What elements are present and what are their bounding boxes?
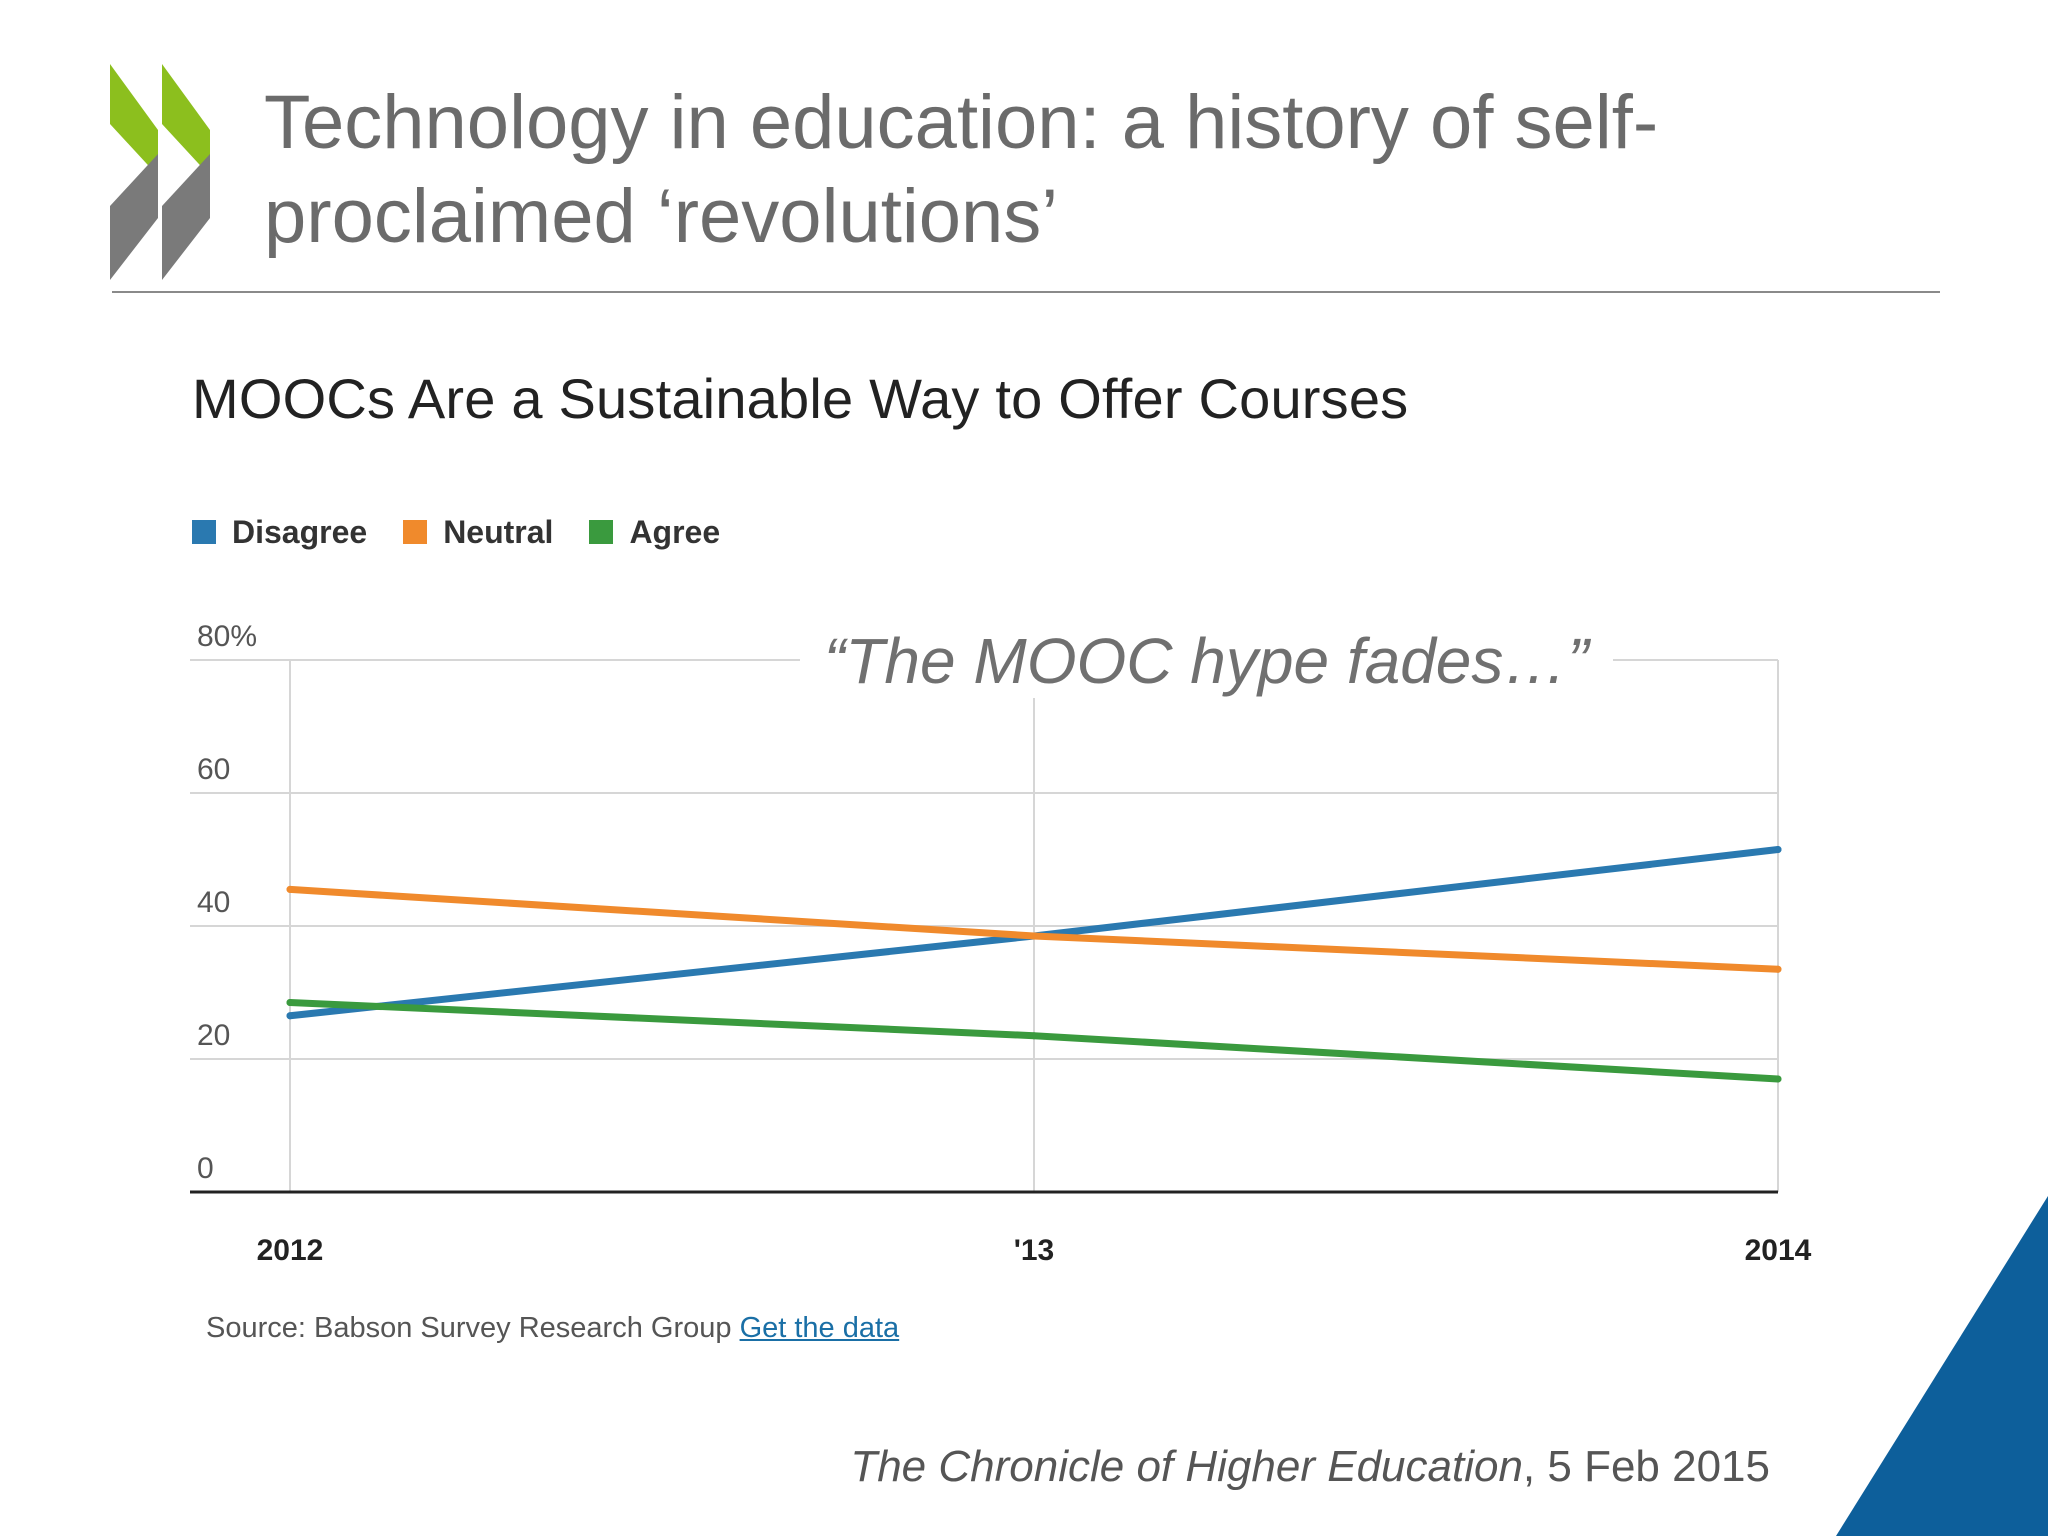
corner-decoration	[1836, 1196, 2048, 1536]
citation-date: , 5 Feb 2015	[1522, 1442, 1770, 1491]
legend-swatch	[589, 520, 614, 544]
data-point-agree	[1774, 1075, 1782, 1083]
title-divider	[112, 291, 1940, 293]
legend-label: Disagree	[232, 513, 368, 550]
source-link[interactable]: Get the data	[739, 1312, 900, 1344]
citation: The Chronicle of Higher Education, 5 Feb…	[850, 1442, 1770, 1492]
legend-swatch	[403, 520, 428, 544]
legend-label: Neutral	[443, 513, 554, 550]
data-point-disagree	[1774, 846, 1782, 854]
y-tick-label: 0	[197, 1152, 214, 1185]
data-point-disagree	[286, 1012, 294, 1020]
logo-chevron-left-green	[110, 64, 158, 176]
data-point-agree	[1030, 1032, 1038, 1040]
x-tick-label: 2014	[1745, 1234, 1812, 1267]
y-tick-label: 60	[197, 753, 230, 786]
chart-title: MOOCs Are a Sustainable Way to Offer Cou…	[192, 367, 1409, 430]
data-point-neutral	[286, 885, 294, 893]
logo-chevron-left-gray	[110, 154, 158, 280]
chart-legend: Disagree Neutral Agree	[192, 512, 756, 552]
x-tick-label: '13	[1014, 1234, 1055, 1267]
y-tick-label: 80%	[197, 620, 257, 653]
oecd-logo-icon	[110, 64, 210, 280]
legend-label: Agree	[629, 513, 721, 550]
legend-swatch	[192, 520, 216, 544]
y-tick-label: 20	[197, 1019, 230, 1052]
corner-blue-triangle	[1836, 1196, 2048, 1536]
citation-publication: The Chronicle of Higher Education	[850, 1442, 1523, 1491]
logo-chevron-right-gray	[162, 154, 210, 280]
slide-title: Technology in education: a history of se…	[264, 80, 1659, 259]
chart-callout-quote: “The MOOC hype fades…”	[800, 624, 1613, 698]
data-point-agree	[286, 998, 294, 1006]
logo-chevron-right-green	[162, 64, 210, 176]
x-tick-label: 2012	[257, 1234, 324, 1267]
legend-item-neutral: Neutral	[403, 514, 553, 551]
data-point-neutral	[1030, 932, 1038, 940]
y-tick-label: 40	[197, 886, 230, 919]
legend-item-disagree: Disagree	[192, 514, 367, 551]
chart-source: Source: Babson Survey Research Group Get…	[206, 1312, 899, 1345]
legend-item-agree: Agree	[589, 514, 720, 551]
source-text: Source: Babson Survey Research Group	[206, 1312, 732, 1344]
data-point-neutral	[1774, 965, 1782, 973]
